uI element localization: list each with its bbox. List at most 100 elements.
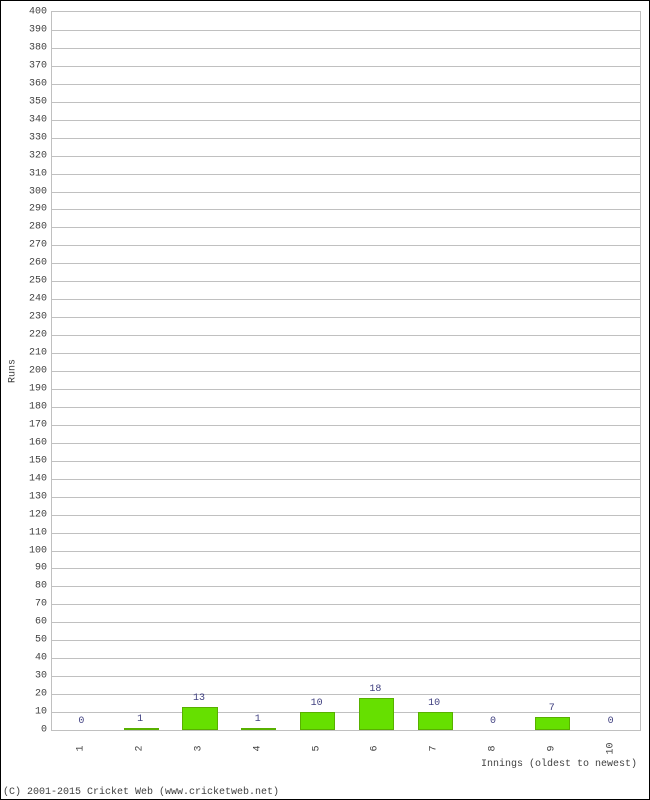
y-tick-label: 360: [3, 78, 47, 89]
gridline: [52, 48, 640, 49]
gridline: [52, 30, 640, 31]
y-tick-label: 0: [3, 725, 47, 736]
gridline: [52, 84, 640, 85]
chart-frame: 0102030405060708090100110120130140150160…: [0, 0, 650, 800]
gridline: [52, 174, 640, 175]
gridline: [52, 389, 640, 390]
y-tick-label: 330: [3, 132, 47, 143]
y-tick-label: 10: [3, 707, 47, 718]
y-tick-label: 300: [3, 186, 47, 197]
y-tick-label: 220: [3, 330, 47, 341]
y-tick-label: 210: [3, 348, 47, 359]
gridline: [52, 425, 640, 426]
bar-value-label: 10: [297, 698, 337, 709]
y-tick-labels: 0102030405060708090100110120130140150160…: [1, 1, 47, 799]
bar-value-label: 13: [179, 693, 219, 704]
bar-value-label: 10: [414, 698, 454, 709]
gridline: [52, 497, 640, 498]
bar-value-label: 0: [591, 716, 631, 727]
gridline: [52, 479, 640, 480]
y-tick-label: 350: [3, 96, 47, 107]
gridline: [52, 335, 640, 336]
y-tick-label: 130: [3, 491, 47, 502]
gridline: [52, 586, 640, 587]
x-tick-label: 8: [488, 745, 499, 751]
y-tick-label: 50: [3, 635, 47, 646]
gridline: [52, 443, 640, 444]
bar-value-label: 1: [238, 714, 278, 725]
gridline: [52, 533, 640, 534]
x-tick-label: 10: [605, 742, 616, 754]
gridline: [52, 658, 640, 659]
x-axis-title: Innings (oldest to newest): [481, 759, 637, 770]
y-tick-label: 150: [3, 455, 47, 466]
gridline: [52, 263, 640, 264]
gridline: [52, 281, 640, 282]
gridline: [52, 120, 640, 121]
x-tick-label: 1: [76, 745, 87, 751]
gridline: [52, 604, 640, 605]
y-tick-label: 70: [3, 599, 47, 610]
bar: [241, 728, 276, 730]
y-tick-label: 380: [3, 42, 47, 53]
x-tick-label: 2: [135, 745, 146, 751]
x-tick-label: 4: [252, 745, 263, 751]
bar: [359, 698, 394, 730]
y-tick-label: 310: [3, 168, 47, 179]
y-tick-label: 370: [3, 60, 47, 71]
gridline: [52, 371, 640, 372]
bar: [182, 707, 217, 730]
y-tick-label: 240: [3, 294, 47, 305]
gridline: [52, 102, 640, 103]
x-tick-label: 9: [546, 745, 557, 751]
y-tick-label: 100: [3, 545, 47, 556]
y-tick-label: 320: [3, 150, 47, 161]
y-tick-label: 170: [3, 419, 47, 430]
x-tick-label: 7: [429, 745, 440, 751]
gridline: [52, 192, 640, 193]
gridline: [52, 138, 640, 139]
bar-value-label: 1: [120, 714, 160, 725]
x-tick-label: 6: [370, 745, 381, 751]
gridline: [52, 622, 640, 623]
x-tick-label: 3: [194, 745, 205, 751]
gridline: [52, 551, 640, 552]
gridline: [52, 676, 640, 677]
gridline: [52, 227, 640, 228]
bar: [300, 712, 335, 730]
y-tick-label: 180: [3, 401, 47, 412]
y-tick-label: 110: [3, 527, 47, 538]
bar: [418, 712, 453, 730]
gridline: [52, 640, 640, 641]
y-tick-label: 230: [3, 312, 47, 323]
x-tick-label: 5: [311, 745, 322, 751]
plot-area: [51, 11, 641, 731]
bar-value-label: 0: [473, 716, 513, 727]
gridline: [52, 694, 640, 695]
gridline: [52, 66, 640, 67]
y-tick-label: 250: [3, 276, 47, 287]
y-tick-label: 270: [3, 240, 47, 251]
y-tick-label: 260: [3, 258, 47, 269]
gridline: [52, 568, 640, 569]
gridline: [52, 407, 640, 408]
y-tick-label: 160: [3, 437, 47, 448]
gridline: [52, 461, 640, 462]
gridline: [52, 245, 640, 246]
gridline: [52, 209, 640, 210]
y-tick-label: 190: [3, 383, 47, 394]
gridline: [52, 299, 640, 300]
y-tick-label: 290: [3, 204, 47, 215]
y-tick-label: 60: [3, 617, 47, 628]
bar: [124, 728, 159, 730]
copyright-text: (C) 2001-2015 Cricket Web (www.cricketwe…: [3, 787, 279, 798]
y-tick-label: 20: [3, 689, 47, 700]
bar-value-label: 0: [61, 716, 101, 727]
gridline: [52, 353, 640, 354]
y-tick-label: 90: [3, 563, 47, 574]
y-tick-label: 80: [3, 581, 47, 592]
y-axis-title: Runs: [8, 359, 19, 383]
gridline: [52, 156, 640, 157]
gridline: [52, 317, 640, 318]
y-tick-label: 400: [3, 7, 47, 18]
